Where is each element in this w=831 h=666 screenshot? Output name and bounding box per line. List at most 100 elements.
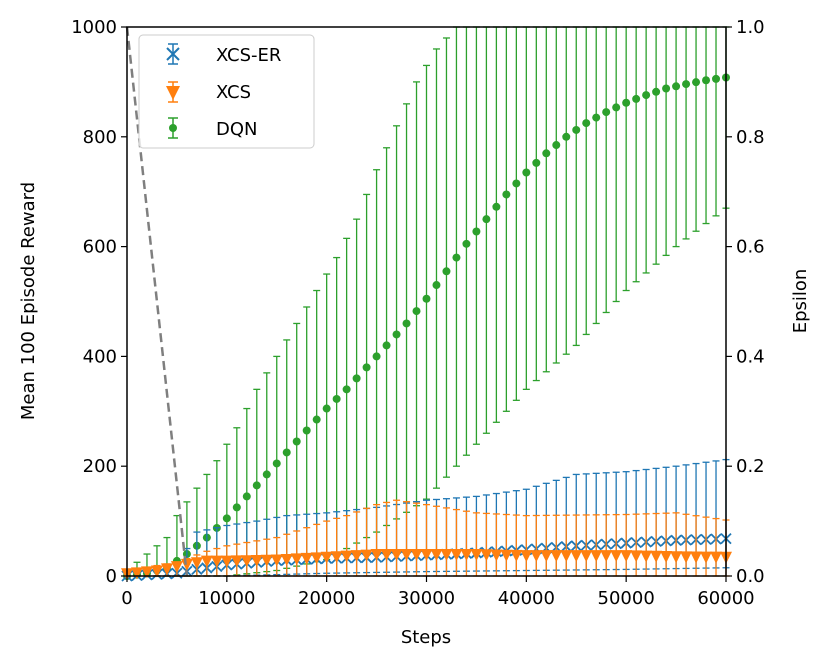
xcs-point bbox=[410, 549, 423, 562]
y2-axis-title: Epsilon bbox=[790, 269, 811, 334]
xcs-point bbox=[630, 550, 643, 563]
xcs-point bbox=[360, 549, 373, 562]
xcs-point bbox=[330, 551, 343, 564]
dqn-point bbox=[532, 158, 541, 167]
series-layer bbox=[121, 26, 732, 582]
dqn-point bbox=[552, 141, 561, 150]
xcs-point bbox=[460, 549, 473, 562]
dqn-point bbox=[322, 404, 331, 413]
y-tick-label: 600 bbox=[83, 237, 117, 258]
xcs-point bbox=[600, 550, 613, 563]
legend-label-xcs-er: XCS-ER bbox=[216, 45, 281, 66]
dqn-point bbox=[572, 125, 581, 134]
xcs-point bbox=[200, 555, 213, 568]
legend-marker-xcs-er bbox=[166, 43, 180, 65]
xcs-point bbox=[260, 554, 273, 567]
xcs-point bbox=[270, 554, 283, 567]
xcs-point bbox=[480, 549, 493, 562]
dqn-point bbox=[462, 239, 471, 248]
dqn-point bbox=[692, 78, 701, 87]
dqn-point bbox=[612, 103, 621, 112]
legend-marker-dqn bbox=[168, 117, 178, 139]
y2-tick-label: 0.0 bbox=[736, 566, 765, 587]
xcs-point bbox=[470, 549, 483, 562]
y2-tick-label: 1.0 bbox=[736, 17, 765, 38]
dqn-point bbox=[512, 179, 521, 188]
xcs-point bbox=[220, 555, 233, 568]
xcs-point bbox=[280, 553, 293, 566]
xcs-point bbox=[370, 549, 383, 562]
y-tick-label: 1000 bbox=[71, 17, 117, 38]
xcs-point bbox=[130, 567, 143, 580]
xcs-point bbox=[530, 550, 543, 563]
dqn-point bbox=[632, 94, 641, 103]
dqn-point bbox=[222, 514, 231, 523]
dqn-point bbox=[542, 149, 551, 158]
dqn-point bbox=[262, 470, 271, 479]
x-tick-label: 60000 bbox=[697, 588, 754, 609]
dqn-point bbox=[252, 481, 261, 490]
xcs-point bbox=[660, 551, 673, 564]
dqn-point bbox=[242, 492, 251, 501]
dqn-point bbox=[402, 319, 411, 328]
axes-layer: 0 10000 20000 30000 40000 50000 60000 0 200 400 60… bbox=[71, 17, 764, 609]
series-xcs bbox=[121, 499, 732, 581]
dqn-point bbox=[502, 190, 511, 199]
xcs-point bbox=[560, 550, 573, 563]
x-tick-label: 20000 bbox=[298, 588, 355, 609]
xcs-point bbox=[340, 550, 353, 563]
xcs-point bbox=[570, 550, 583, 563]
xcs-point bbox=[520, 550, 533, 563]
dqn-point bbox=[592, 113, 601, 122]
legend-label-dqn: DQN bbox=[216, 119, 258, 140]
y-tick-label: 200 bbox=[83, 456, 117, 477]
dqn-point bbox=[562, 132, 571, 141]
xcs-point bbox=[710, 551, 723, 564]
y-tick-label: 400 bbox=[83, 346, 117, 367]
dqn-point bbox=[672, 82, 681, 91]
y-tick-label: 0 bbox=[106, 566, 117, 587]
x-tick-label: 0 bbox=[121, 588, 132, 609]
xcs-point bbox=[500, 549, 513, 562]
epsilon-line bbox=[125, 26, 189, 577]
dqn-point bbox=[712, 74, 721, 83]
y-tick-label: 800 bbox=[83, 127, 117, 148]
xcs-point bbox=[390, 549, 403, 562]
xcs-point bbox=[230, 555, 243, 568]
xcs-point bbox=[490, 549, 503, 562]
dqn-point bbox=[272, 459, 281, 468]
xcs-point bbox=[290, 553, 303, 566]
dqn-point bbox=[432, 281, 441, 290]
xcs-point bbox=[620, 550, 633, 563]
dqn-point bbox=[332, 394, 341, 403]
xcs-point bbox=[310, 552, 323, 565]
legend-box bbox=[138, 34, 315, 149]
dqn-point bbox=[642, 91, 651, 100]
dqn-point bbox=[232, 503, 241, 512]
dqn-point bbox=[522, 168, 531, 177]
dqn-point bbox=[622, 98, 631, 107]
dqn-point bbox=[472, 227, 481, 236]
xcs-point bbox=[590, 550, 603, 563]
legend-marker-xcs bbox=[166, 81, 180, 103]
y-axis-title: Mean 100 Episode Reward bbox=[18, 182, 39, 420]
dqn-point bbox=[422, 294, 431, 303]
dqn-point bbox=[312, 415, 321, 424]
xcs-point bbox=[640, 550, 653, 563]
x-tick-label: 50000 bbox=[598, 588, 655, 609]
xcs-point bbox=[700, 551, 713, 564]
xcs-point bbox=[350, 550, 363, 563]
xcs-point bbox=[550, 550, 563, 563]
xcs-point bbox=[690, 551, 703, 564]
dqn-point bbox=[582, 119, 591, 128]
dqn-point bbox=[302, 426, 311, 435]
xcs-point bbox=[420, 549, 433, 562]
xcs-point bbox=[250, 554, 263, 567]
xcs-point bbox=[400, 549, 413, 562]
y2-tick-label: 0.2 bbox=[736, 456, 765, 477]
xcs-point bbox=[650, 550, 663, 563]
y2-tick-label: 0.8 bbox=[736, 127, 765, 148]
xcs-point bbox=[320, 551, 333, 564]
dqn-point bbox=[362, 363, 371, 372]
